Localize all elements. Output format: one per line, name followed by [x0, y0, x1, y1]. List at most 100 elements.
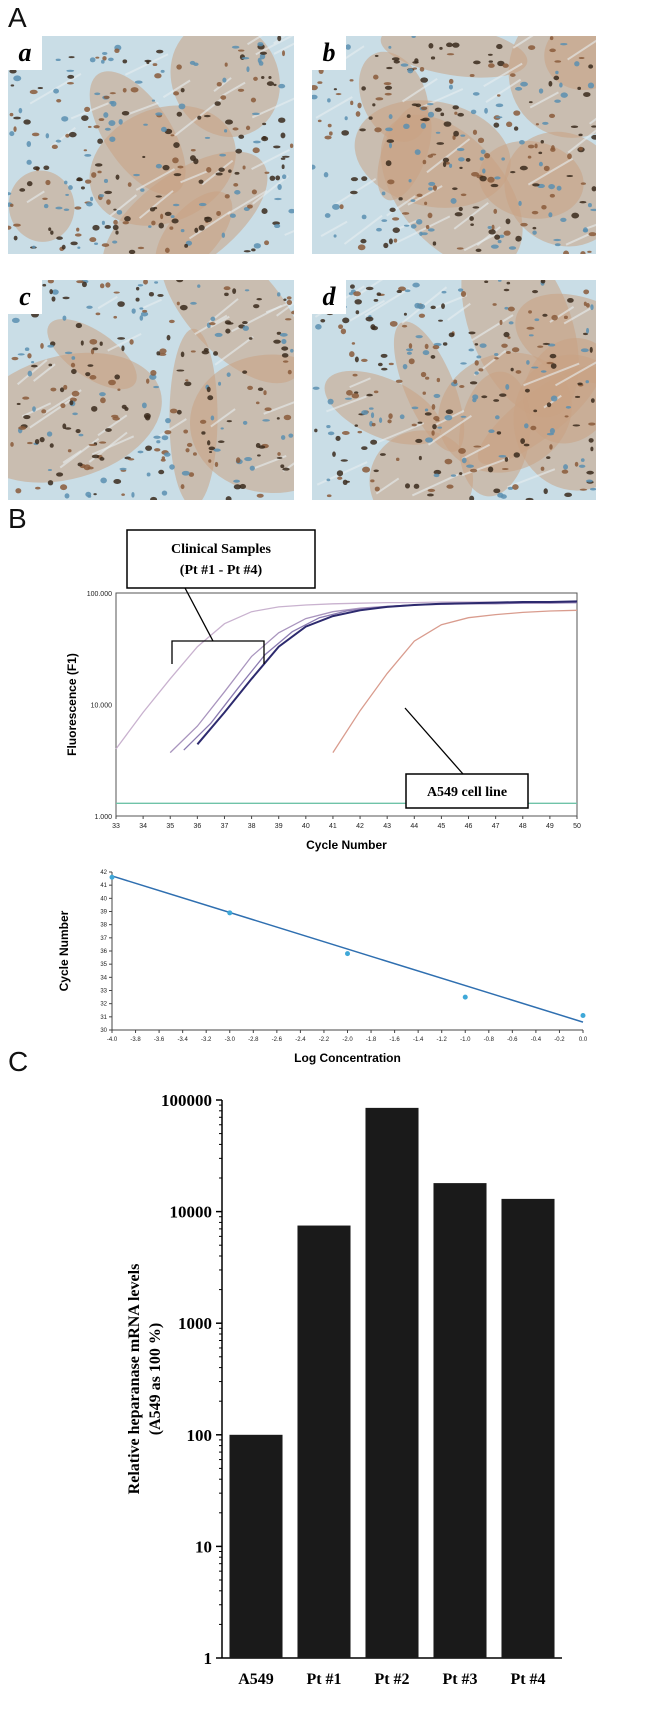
data-point	[345, 951, 350, 957]
cell-nucleus	[94, 242, 99, 245]
cell-nucleus	[571, 212, 580, 219]
stroma-fiber	[411, 473, 459, 497]
cell-nucleus	[418, 313, 426, 318]
cell-nucleus	[93, 125, 100, 129]
x-tick-label: -0.8	[484, 1037, 495, 1043]
cell-nucleus	[332, 203, 340, 210]
cell-nucleus	[183, 429, 189, 434]
cell-nucleus	[217, 440, 225, 444]
cell-nucleus	[203, 347, 209, 352]
cell-nucleus	[68, 56, 75, 59]
cell-nucleus	[77, 246, 81, 249]
stroma-fiber	[251, 148, 290, 171]
cell-nucleus	[432, 345, 440, 350]
cell-nucleus	[114, 374, 120, 380]
cell-nucleus	[339, 204, 344, 210]
cell-nucleus	[146, 60, 150, 65]
cell-nucleus	[64, 180, 68, 185]
cell-nucleus	[340, 328, 347, 335]
cell-nucleus	[546, 361, 554, 365]
cell-nucleus	[496, 44, 503, 50]
cell-nucleus	[350, 190, 358, 195]
cell-nucleus	[497, 280, 502, 282]
cell-nucleus	[214, 332, 223, 337]
cell-nucleus	[184, 381, 192, 387]
cell-nucleus	[439, 46, 443, 50]
panel-letter-c: C	[8, 1046, 29, 1077]
cell-nucleus	[224, 292, 229, 297]
cell-nucleus	[342, 479, 348, 485]
cell-nucleus	[442, 157, 450, 163]
cell-nucleus	[577, 86, 582, 91]
cell-nucleus	[440, 112, 445, 117]
cell-nucleus	[148, 291, 155, 297]
cell-nucleus	[431, 403, 436, 410]
micrograph-b-label: b	[312, 36, 346, 70]
cell-nucleus	[549, 48, 556, 53]
cell-nucleus	[26, 441, 33, 445]
cell-nucleus	[277, 452, 281, 456]
cell-nucleus	[66, 82, 74, 85]
cell-nucleus	[81, 115, 89, 121]
cell-nucleus	[64, 351, 73, 355]
cell-nucleus	[276, 292, 281, 297]
cell-nucleus	[64, 493, 70, 499]
cell-nucleus	[338, 324, 344, 330]
cell-nucleus	[207, 440, 211, 446]
cell-nucleus	[459, 166, 463, 170]
cell-nucleus	[474, 371, 479, 375]
cell-nucleus	[473, 60, 481, 65]
stroma-fiber	[138, 190, 174, 219]
x-tick-label: Pt #1	[306, 1671, 341, 1688]
cell-nucleus	[18, 426, 27, 430]
cell-nucleus	[400, 63, 409, 67]
cell-nucleus	[62, 423, 67, 430]
cell-nucleus	[365, 286, 374, 291]
cell-nucleus	[554, 60, 562, 63]
y-tick-label: 36	[100, 949, 107, 955]
cell-nucleus	[223, 286, 231, 291]
cell-nucleus	[93, 493, 97, 496]
cell-nucleus	[510, 367, 514, 372]
cell-nucleus	[500, 494, 507, 499]
cell-nucleus	[47, 344, 55, 348]
cell-nucleus	[430, 305, 436, 310]
cell-nucleus	[206, 166, 212, 173]
cell-nucleus	[63, 208, 70, 212]
cell-nucleus	[452, 135, 456, 140]
cell-nucleus	[77, 462, 83, 467]
cell-nucleus	[281, 155, 290, 158]
stroma-fiber	[263, 401, 294, 415]
cell-nucleus	[153, 385, 160, 389]
cell-nucleus	[523, 443, 530, 447]
x-tick-label: -3.0	[225, 1037, 236, 1043]
cell-nucleus	[540, 139, 544, 144]
cell-nucleus	[580, 182, 586, 185]
cell-nucleus	[408, 179, 412, 183]
cell-nucleus	[340, 459, 348, 462]
cell-nucleus	[411, 36, 416, 38]
cell-nucleus	[91, 454, 100, 459]
cell-nucleus	[448, 332, 455, 338]
y-tick-label: 34	[100, 975, 107, 981]
cell-nucleus	[256, 493, 264, 498]
cell-nucleus	[420, 106, 428, 110]
cell-nucleus	[262, 136, 267, 140]
cell-nucleus	[233, 479, 240, 483]
cell-nucleus	[65, 193, 70, 196]
cell-nucleus	[484, 107, 488, 114]
cell-nucleus	[415, 335, 423, 339]
cell-nucleus	[131, 491, 135, 498]
cell-nucleus	[532, 226, 537, 230]
cell-nucleus	[11, 317, 20, 324]
cell-nucleus	[550, 363, 557, 369]
cell-nucleus	[62, 315, 67, 321]
cell-nucleus	[61, 116, 69, 122]
cell-nucleus	[151, 99, 156, 102]
stroma-fiber	[124, 53, 169, 76]
cell-nucleus	[112, 416, 120, 421]
cell-nucleus	[262, 419, 270, 422]
cell-nucleus	[342, 317, 350, 324]
cell-nucleus	[81, 281, 87, 288]
cell-nucleus	[48, 227, 52, 231]
